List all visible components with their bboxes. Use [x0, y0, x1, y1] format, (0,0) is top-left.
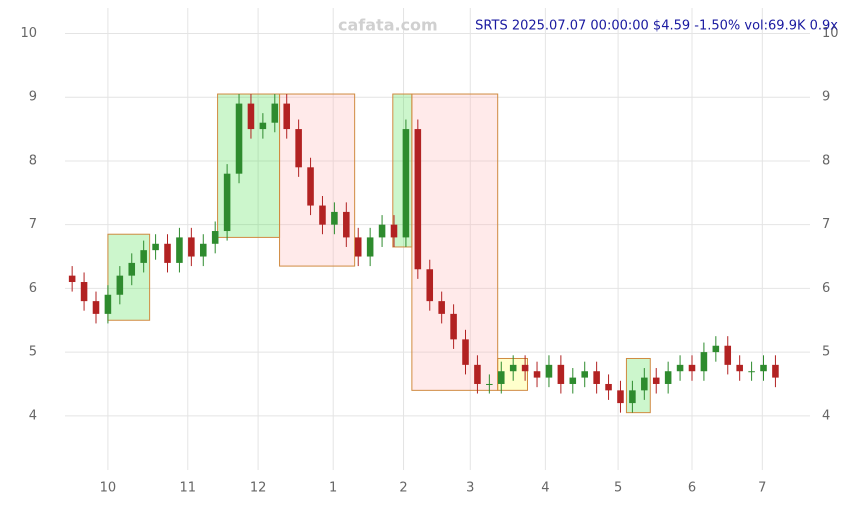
y-tick-label: 5	[29, 345, 37, 360]
candle-body	[760, 364, 767, 372]
candle-body	[259, 122, 267, 130]
x-tick-label: 7	[758, 481, 766, 496]
candle-body	[676, 364, 684, 372]
candle-body	[307, 167, 314, 206]
candle-body	[390, 224, 398, 238]
candle-body	[354, 237, 362, 257]
x-tick-label: 2	[399, 481, 407, 496]
candle-body	[188, 237, 195, 257]
candle-body	[772, 364, 779, 378]
candle-body	[104, 294, 112, 314]
candle-body	[271, 103, 279, 123]
candle-body	[116, 275, 124, 295]
candle-body	[521, 364, 529, 372]
candle-body	[652, 377, 660, 384]
candle-body	[557, 364, 565, 384]
candle-body	[319, 205, 326, 225]
watermark: cafata.com	[338, 16, 438, 35]
candle-body	[581, 371, 588, 378]
candle-body	[128, 262, 136, 276]
candle-body	[438, 301, 445, 314]
candle-body	[402, 129, 410, 238]
y-tick-label-right: 10	[822, 26, 839, 41]
candle-body	[569, 377, 577, 384]
candle-body	[199, 243, 207, 257]
x-tick-label: 1	[329, 481, 337, 496]
candle-body	[545, 364, 553, 378]
candle-body	[343, 211, 350, 238]
candle-body	[462, 339, 469, 365]
x-tick-label: 10	[100, 481, 117, 496]
candle-body	[426, 269, 434, 302]
chart-title: SRTS 2025.07.07 00:00:00 $4.59 -1.50% vo…	[475, 19, 838, 34]
candle-body	[80, 282, 88, 302]
x-tick-label: 11	[180, 481, 197, 496]
x-tick-label: 4	[541, 481, 549, 496]
candle-body	[664, 371, 672, 384]
candle-body	[92, 301, 100, 314]
candle-body	[629, 390, 636, 404]
y-tick-label: 6	[29, 281, 37, 296]
y-tick-label-right: 8	[822, 153, 830, 168]
candle-body	[474, 364, 481, 384]
candle-body	[331, 211, 338, 225]
x-tick-label: 6	[688, 481, 696, 496]
candle-body	[712, 345, 720, 353]
candle-body	[617, 390, 624, 404]
candle-body	[450, 313, 457, 340]
y-tick-label-right: 7	[822, 217, 830, 232]
candle-body	[366, 237, 374, 257]
zone	[107, 233, 151, 321]
candle-body	[700, 352, 708, 372]
y-tick-label: 9	[29, 90, 37, 105]
y-tick-label-right: 9	[822, 90, 830, 105]
zone	[411, 93, 499, 391]
candle-body	[176, 237, 183, 263]
y-tick-label-right: 6	[822, 281, 830, 296]
candle-body	[164, 243, 171, 263]
candle-body	[235, 103, 243, 174]
candle-body	[724, 345, 732, 365]
candle-body	[211, 231, 219, 244]
candle-body	[497, 371, 505, 384]
y-tick-label: 7	[29, 217, 37, 232]
zone	[279, 93, 356, 267]
candle-body	[295, 129, 302, 168]
candle-body	[486, 383, 493, 385]
candle-body	[247, 103, 255, 130]
y-tick-label-right: 5	[822, 345, 830, 360]
y-tick-label-right: 4	[822, 408, 830, 423]
candle-body	[378, 224, 386, 238]
x-tick-label: 3	[466, 481, 474, 496]
candle-body	[152, 243, 159, 251]
candle-body	[140, 250, 147, 263]
candle-body	[641, 377, 648, 391]
candle-body	[509, 364, 517, 372]
x-tick-label: 12	[250, 481, 267, 496]
candle-body	[68, 275, 76, 283]
x-tick-label: 5	[614, 481, 622, 496]
candle-body	[688, 364, 696, 372]
candle-body	[223, 173, 231, 232]
candle-body	[283, 103, 290, 130]
candle-body	[748, 371, 755, 373]
candle-body	[593, 371, 600, 384]
candle-body	[533, 371, 541, 378]
candle-body	[605, 383, 612, 391]
candle-body	[414, 129, 422, 270]
y-tick-label: 4	[29, 408, 37, 423]
y-tick-label: 10	[20, 26, 37, 41]
candle-body	[736, 364, 743, 372]
y-tick-label: 8	[29, 153, 37, 168]
